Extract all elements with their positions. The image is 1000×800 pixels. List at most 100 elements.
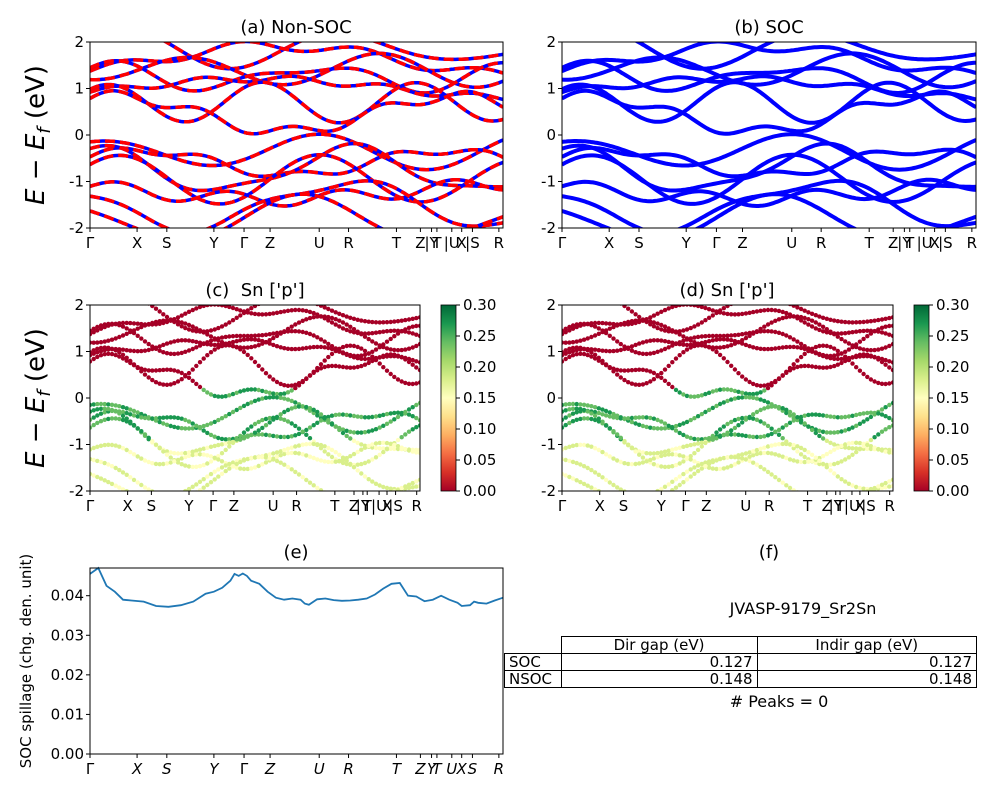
- pdos-point: [205, 342, 210, 347]
- pdos-point: [293, 469, 298, 475]
- x-tick-label: |Y: [356, 497, 371, 515]
- pdos-point: [95, 328, 100, 333]
- pdos-point: [289, 329, 294, 334]
- band-line: [562, 51, 976, 90]
- pdos-point: [194, 423, 199, 428]
- pdos-point: [260, 333, 265, 338]
- pdos-point: [131, 363, 137, 368]
- pdos-point: [629, 319, 635, 324]
- pdos-point: [285, 434, 291, 440]
- pdos-point: [706, 307, 712, 312]
- pdos-point: [673, 428, 679, 433]
- pdos-point: [814, 498, 818, 502]
- pdos-point: [190, 307, 195, 313]
- pdos-point: [161, 312, 166, 317]
- pdos-point: [333, 412, 338, 418]
- pdos-point: [219, 416, 225, 421]
- pdos-point: [230, 339, 236, 345]
- pdos-point: [563, 326, 568, 331]
- pdos-point: [655, 349, 660, 354]
- pdos-point: [879, 346, 885, 351]
- pdos-point: [406, 359, 412, 365]
- x-tick-label: Y: [183, 497, 194, 515]
- pdos-point: [762, 398, 767, 404]
- pdos-point: [754, 462, 760, 467]
- pdos-point: [326, 418, 331, 423]
- pdos-point: [179, 350, 184, 356]
- pdos-point: [721, 311, 726, 316]
- pdos-point: [699, 411, 704, 417]
- pdos-point: [611, 415, 616, 420]
- y-tick-label: 1: [546, 80, 556, 98]
- pdos-point: [832, 447, 837, 452]
- pdos-point: [637, 382, 642, 387]
- pdos-point: [267, 338, 272, 343]
- pdos-point: [586, 290, 590, 294]
- pdos-point: [230, 334, 236, 339]
- pdos-point: [417, 315, 420, 320]
- pdos-point: [596, 331, 601, 336]
- pdos-point: [384, 440, 390, 446]
- pdos-point: [399, 329, 404, 334]
- panel-d-colorbar: [913, 304, 930, 492]
- pdos-point: [128, 360, 133, 366]
- pdos-point: [585, 348, 590, 353]
- pdos-point: [95, 444, 100, 449]
- pdos-point: [883, 331, 888, 336]
- pdos-point: [777, 298, 781, 302]
- pdos-point: [567, 346, 572, 351]
- pdos-point: [384, 421, 390, 426]
- pdos-point: [843, 319, 848, 325]
- pdos-point: [351, 365, 357, 370]
- pdos-point: [699, 437, 704, 442]
- pdos-point: [626, 461, 631, 467]
- pdos-point: [570, 345, 576, 351]
- pdos-point: [388, 419, 393, 424]
- pdos-point: [300, 404, 305, 409]
- pdos-point: [754, 417, 760, 422]
- pdos-point: [592, 347, 598, 352]
- pdos-point: [798, 345, 804, 351]
- pdos-point: [780, 406, 785, 411]
- pdos-point: [850, 355, 855, 360]
- pdos-point: [267, 456, 272, 461]
- pdos-point: [414, 479, 419, 484]
- pdos-point: [784, 333, 789, 338]
- pdos-point: [201, 446, 206, 451]
- x-tick-label: |S: [388, 497, 403, 515]
- pdos-point: [659, 348, 664, 353]
- pdos-point: [98, 476, 104, 481]
- pdos-point: [581, 442, 587, 448]
- pdos-point: [776, 477, 782, 483]
- pdos-point: [861, 411, 866, 416]
- pdos-point: [721, 344, 726, 350]
- pdos-point: [703, 339, 708, 345]
- pdos-point: [326, 314, 331, 320]
- x-tick-label: Y: [656, 497, 667, 515]
- pdos-point: [670, 452, 675, 457]
- pdos-point: [673, 341, 679, 346]
- pdos-point: [282, 383, 287, 388]
- pdos-point: [197, 488, 203, 491]
- y-tick-label: 1: [546, 343, 556, 361]
- pdos-point: [872, 410, 877, 416]
- pdos-point: [95, 401, 100, 407]
- pdos-point: [395, 437, 401, 443]
- pdos-point: [98, 419, 104, 424]
- pdos-point: [710, 338, 715, 343]
- pdos-point: [592, 446, 598, 451]
- pdos-point: [359, 442, 364, 447]
- pdos-point: [618, 341, 623, 347]
- pdos-point: [887, 484, 892, 489]
- pdos-point: [798, 459, 804, 465]
- gap-table-row-label: NSOC: [504, 670, 562, 688]
- pdos-point: [274, 458, 280, 464]
- pdos-point: [644, 415, 649, 420]
- y-tick-label: 2: [74, 33, 84, 51]
- pdos-point: [90, 417, 93, 422]
- pdos-point: [168, 455, 173, 460]
- pdos-point: [887, 479, 892, 484]
- pdos-point: [271, 391, 276, 396]
- pdos-point: [194, 326, 199, 331]
- pdos-point: [285, 464, 291, 470]
